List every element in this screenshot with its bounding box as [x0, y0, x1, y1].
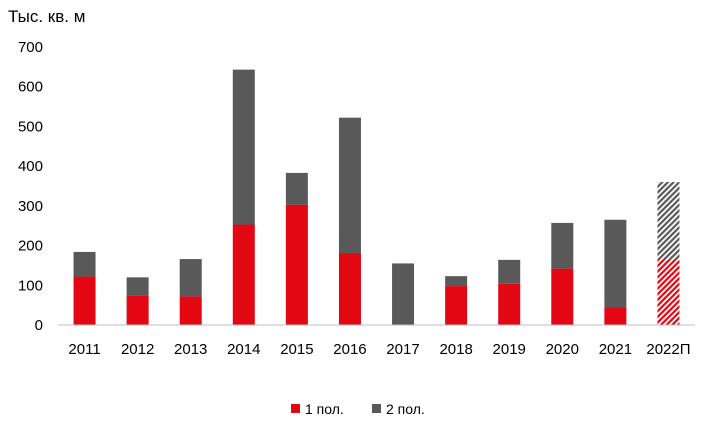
y-tick-label: 0 [35, 317, 43, 334]
bar-2019-series-1 [498, 283, 521, 325]
x-tick-label: 2014 [227, 341, 260, 358]
bar-2019-series-2 [498, 259, 521, 284]
x-tick-label: 2012 [121, 341, 154, 358]
y-axis-ticks: 0 100 200 300 400 500 600 700 [18, 39, 43, 334]
x-tick-label: 2013 [174, 341, 207, 358]
bar-2011-series-1 [73, 276, 96, 325]
y-tick-label: 200 [18, 238, 43, 255]
y-unit-label: Тыс. кв. м [8, 7, 85, 26]
x-tick-label: 2020 [546, 341, 579, 358]
x-tick-label: 2017 [386, 341, 419, 358]
x-tick-label: 2015 [280, 341, 313, 358]
x-tick-label: 2016 [333, 341, 366, 358]
x-axis-ticks: 2011 2012 2013 2014 2015 2016 2017 2018 2019 2020… [68, 341, 690, 358]
x-tick-label: 2022П [646, 341, 690, 358]
bar-2021-series-2 [604, 219, 627, 308]
y-tick-label: 600 [18, 79, 43, 96]
bars [73, 69, 680, 325]
bar-2018-series-2 [445, 276, 468, 287]
bar-2011-series-2 [73, 251, 96, 277]
y-tick-label: 400 [18, 158, 43, 175]
legend-swatch-h2 [372, 404, 381, 413]
bar-2013-series-2 [179, 259, 202, 297]
bar-2013-series-1 [179, 296, 202, 325]
bar-2014-series-1 [232, 224, 255, 325]
bar-2012-series-1 [126, 295, 149, 325]
y-tick-label: 300 [18, 198, 43, 215]
y-tick-label: 100 [18, 277, 43, 294]
bar-2017-series-2 [392, 263, 415, 325]
x-tick-label: 2018 [439, 341, 472, 358]
legend-swatch-h1 [291, 404, 300, 413]
bar-2015-series-1 [285, 204, 308, 325]
legend-label-h1: 1 пол. [305, 401, 344, 417]
bar-2020-series-2 [551, 222, 574, 269]
x-tick-label: 2011 [68, 341, 100, 358]
bar-2014-series-2 [232, 69, 255, 225]
bar-2022П-series-1 [657, 259, 680, 325]
y-tick-label: 500 [18, 118, 43, 135]
bar-2012-series-2 [126, 277, 149, 296]
bar-2022П-series-2 [657, 182, 680, 260]
bar-2016-series-2 [338, 117, 361, 254]
bar-2018-series-1 [445, 286, 468, 325]
bar-2020-series-1 [551, 268, 574, 325]
y-tick-label: 700 [18, 39, 43, 56]
x-tick-label: 2019 [493, 341, 526, 358]
x-tick-label: 2021 [599, 341, 632, 358]
legend: 1 пол. 2 пол. [291, 401, 425, 417]
bar-2015-series-2 [285, 172, 308, 205]
bar-2021-series-1 [604, 307, 627, 325]
bar-2016-series-1 [338, 253, 361, 325]
legend-label-h2: 2 пол. [386, 401, 425, 417]
